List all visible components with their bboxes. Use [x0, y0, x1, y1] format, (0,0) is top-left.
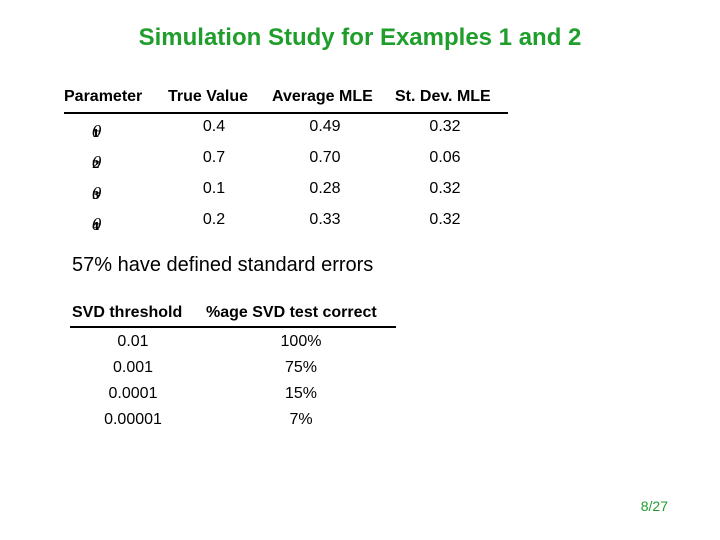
average-mle-cell: 0.70	[309, 149, 341, 166]
correct-cell: 100%	[280, 333, 322, 350]
header-true-value: True Value	[168, 88, 249, 105]
page-number: 8/27	[640, 498, 668, 514]
average-mle-cell: 0.33	[309, 211, 341, 228]
sd-mle-cell: 0.32	[429, 118, 461, 135]
correct-cell: 75%	[284, 359, 318, 376]
table-row: 0.0001 15%	[70, 380, 396, 406]
true-value-cell: 0.7	[202, 149, 226, 166]
table-header: SVD threshold %age SVD test correct	[70, 302, 396, 328]
header-sd-mle: St. Dev. MLE	[395, 88, 491, 105]
header-svd-threshold: SVD threshold	[72, 304, 183, 321]
threshold-cell: 0.001	[112, 359, 154, 376]
sd-mle-cell: 0.32	[429, 180, 461, 197]
true-value-cell: 0.2	[202, 211, 226, 228]
table-row: 0.00001 7%	[70, 406, 396, 432]
table-header: Parameter True Value Average MLE St. Dev…	[64, 86, 508, 114]
threshold-cell: 0.0001	[108, 385, 158, 402]
standard-errors-note: 57% have defined standard errors	[72, 254, 374, 276]
average-mle-cell: 0.28	[309, 180, 341, 197]
table-row: 0.01 100%	[70, 328, 396, 354]
header-parameter: Parameter	[64, 88, 143, 105]
threshold-cell: 0.01	[117, 333, 149, 350]
svd-threshold-table: SVD threshold %age SVD test correct 0.01…	[70, 302, 396, 432]
table-row: 0.001 75%	[70, 354, 396, 380]
threshold-cell: 0.00001	[104, 411, 162, 428]
average-mle-cell: 0.49	[309, 118, 341, 135]
mle-results-table: Parameter True Value Average MLE St. Dev…	[64, 86, 508, 238]
true-value-cell: 0.4	[202, 118, 226, 135]
correct-cell: 15%	[284, 385, 318, 402]
sd-mle-cell: 0.06	[429, 149, 461, 166]
true-value-cell: 0.1	[202, 180, 226, 197]
sd-mle-cell: 0.32	[429, 211, 461, 228]
slide-title: Simulation Study for Examples 1 and 2	[138, 24, 582, 51]
header-svd-correct: %age SVD test correct	[206, 304, 377, 321]
correct-cell: 7%	[289, 411, 313, 428]
header-average-mle: Average MLE	[272, 88, 373, 105]
